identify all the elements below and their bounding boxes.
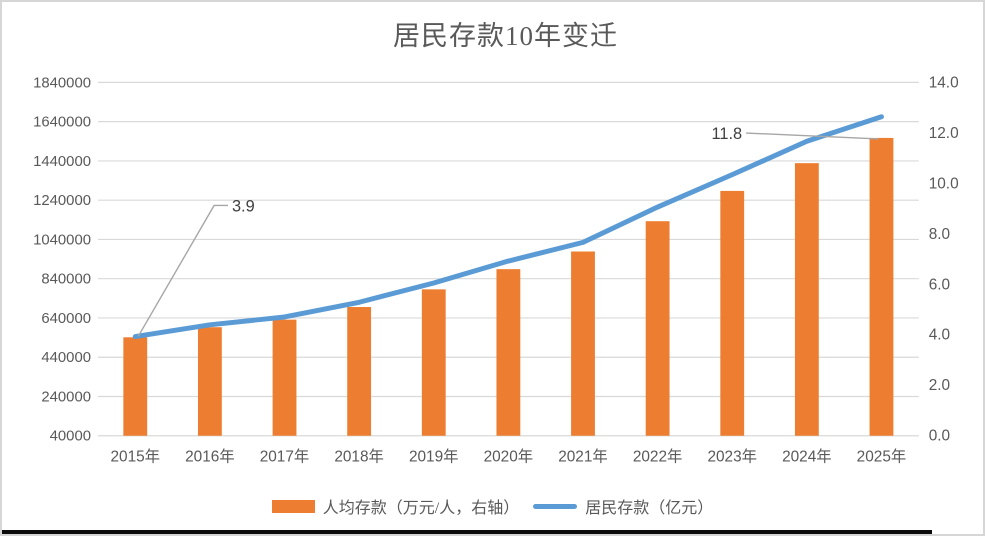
left-axis-tick-label: 40000 (50, 429, 91, 445)
x-axis-category-label: 2015年 (110, 448, 160, 466)
right-axis-tick-label: 10.0 (929, 175, 959, 192)
legend-bar-label: 人均存款（万元/人，右轴） (322, 500, 520, 517)
x-axis-category-label: 2023年 (707, 448, 757, 466)
left-axis-tick-label: 840000 (41, 272, 91, 288)
line-series-swatch-icon (533, 503, 578, 509)
chart-title: 居民存款10年变迁 (393, 21, 618, 51)
bar-2023 (720, 190, 745, 436)
right-axis-tick-label: 8.0 (929, 226, 950, 243)
annotation-label: 11.8 (711, 125, 742, 143)
annotation-callout-line (137, 204, 228, 337)
line-series (132, 114, 884, 340)
left-axis-tick-label: 1240000 (33, 193, 91, 209)
bar-2018 (347, 307, 372, 436)
annotation-label: 3.9 (232, 197, 255, 215)
right-axis-tick-label: 2.0 (929, 377, 950, 394)
legend-line-label: 居民存款（亿元） (585, 500, 714, 517)
x-axis-category-label: 2017年 (260, 448, 310, 466)
right-axis-tick-label: 0.0 (929, 428, 950, 445)
x-axis-category-label: 2025年 (857, 448, 907, 466)
x-axis-category-label: 2022年 (633, 448, 683, 466)
right-axis-tick-label: 4.0 (929, 327, 950, 344)
x-axis-category-label: 2016年 (185, 448, 235, 466)
bar-2015 (123, 337, 148, 436)
left-axis-tick-label: 1840000 (33, 75, 91, 91)
left-axis-tick-label: 1040000 (33, 232, 91, 248)
bar-2017 (272, 319, 297, 436)
x-axis-category-label: 2020年 (484, 448, 534, 466)
x-axis-category-label: 2018年 (334, 448, 384, 466)
bottom-border-line (2, 530, 932, 534)
bar-series-swatch-icon (271, 499, 315, 513)
bar-2021 (571, 251, 595, 436)
right-axis-tick-label: 14.0 (929, 74, 959, 91)
left-axis-tick-label: 1640000 (33, 115, 91, 131)
bar-2022 (645, 221, 670, 436)
legend-item-line-series: 居民存款（亿元） (533, 494, 713, 518)
left-axis-tick-label: 440000 (41, 350, 91, 366)
legend-item-bar-series: 人均存款（万元/人，右轴） (271, 494, 520, 518)
left-axis-tick-label: 640000 (41, 311, 91, 327)
bar-2020 (496, 269, 521, 436)
x-axis-category-label: 2021年 (558, 448, 608, 466)
left-axis-tick-label: 240000 (41, 389, 91, 405)
x-axis-category-label: 2024年 (782, 448, 832, 466)
x-axis-category-label: 2019年 (409, 448, 459, 466)
right-axis-tick-label: 12.0 (929, 125, 959, 142)
left-axis-tick-label: 1440000 (33, 154, 91, 170)
annotation-callout-line (746, 132, 879, 140)
legend: 人均存款（万元/人，右轴） 居民存款（亿元） (2, 492, 983, 520)
bar-2024 (794, 163, 819, 436)
bar-2025 (869, 137, 894, 436)
right-axis-tick-label: 6.0 (929, 276, 950, 293)
bar-2019 (421, 289, 446, 436)
bar-2016 (197, 327, 222, 436)
